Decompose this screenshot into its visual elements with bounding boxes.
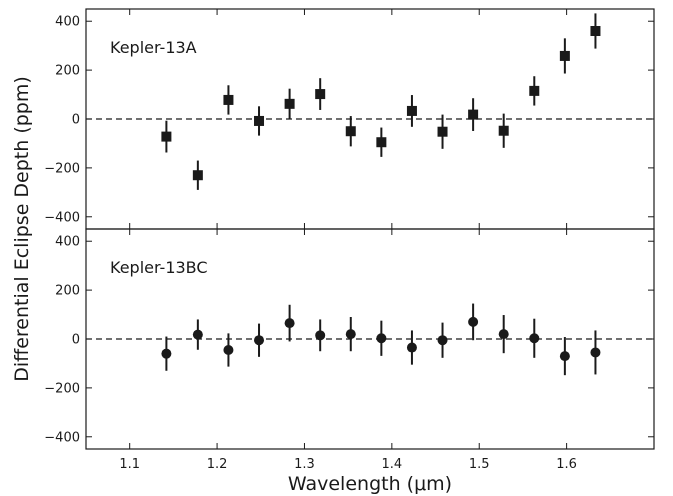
data-point [559, 351, 570, 362]
data-point [590, 347, 601, 358]
data-point [437, 335, 448, 346]
panel-label: Kepler-13A [110, 38, 197, 57]
data-point [254, 115, 265, 126]
panel-2: −400 −200 0 200 400 Kepler-13BC [44, 228, 655, 450]
y-tick-label: 200 [55, 284, 80, 299]
data-point [284, 98, 295, 109]
data-point [498, 329, 509, 340]
x-tick-label: 1.5 [469, 457, 490, 472]
data-point [254, 335, 265, 346]
x-tick-label: 1.3 [294, 457, 315, 472]
data-point [406, 105, 417, 116]
data-point [223, 94, 234, 105]
panel-1: −400 −200 0 200 400 Kepler-13A [44, 8, 655, 230]
y-tick-label: 200 [55, 64, 80, 79]
data-point [498, 125, 509, 136]
data-point [223, 345, 234, 355]
data-point [406, 342, 417, 353]
data-point [315, 330, 326, 341]
data-point [529, 85, 540, 96]
y-tick-label: −200 [44, 161, 80, 176]
y-tick-label: −400 [44, 210, 80, 225]
data-point [376, 333, 387, 344]
data-point [315, 89, 326, 100]
y-tick-label: −400 [44, 430, 80, 445]
data-point [437, 126, 448, 137]
x-tick-label: 1.4 [382, 457, 403, 472]
data-point [376, 137, 387, 148]
y-tick-label: −200 [44, 381, 80, 396]
y-tick-label: 0 [72, 113, 80, 128]
panels-layer: −400 −200 0 200 400 Kepler-13A −400 −200 0 200 400… [44, 8, 655, 472]
data-point [161, 131, 172, 142]
data-point [192, 170, 203, 181]
y-tick-label: 0 [72, 333, 80, 348]
y-tick-label: 400 [55, 235, 80, 250]
data-point [345, 126, 356, 137]
data-point [468, 316, 479, 327]
data-point [192, 329, 203, 340]
data-point [590, 26, 601, 36]
y-tick-label: 400 [55, 15, 80, 30]
data-point [559, 50, 570, 61]
data-point [345, 329, 356, 340]
data-point [529, 333, 540, 344]
panel-label: Kepler-13BC [110, 258, 208, 277]
data-point [468, 109, 479, 120]
x-tick-label: 1.1 [119, 457, 140, 472]
x-tick-label: 1.6 [556, 457, 577, 472]
x-tick-label: 1.2 [207, 457, 228, 472]
data-point [284, 318, 295, 329]
data-point [161, 348, 172, 359]
y-axis-title: Differential Eclipse Depth (ppm) [11, 76, 33, 382]
x-axis-title: Wavelength (μm) [288, 473, 452, 495]
